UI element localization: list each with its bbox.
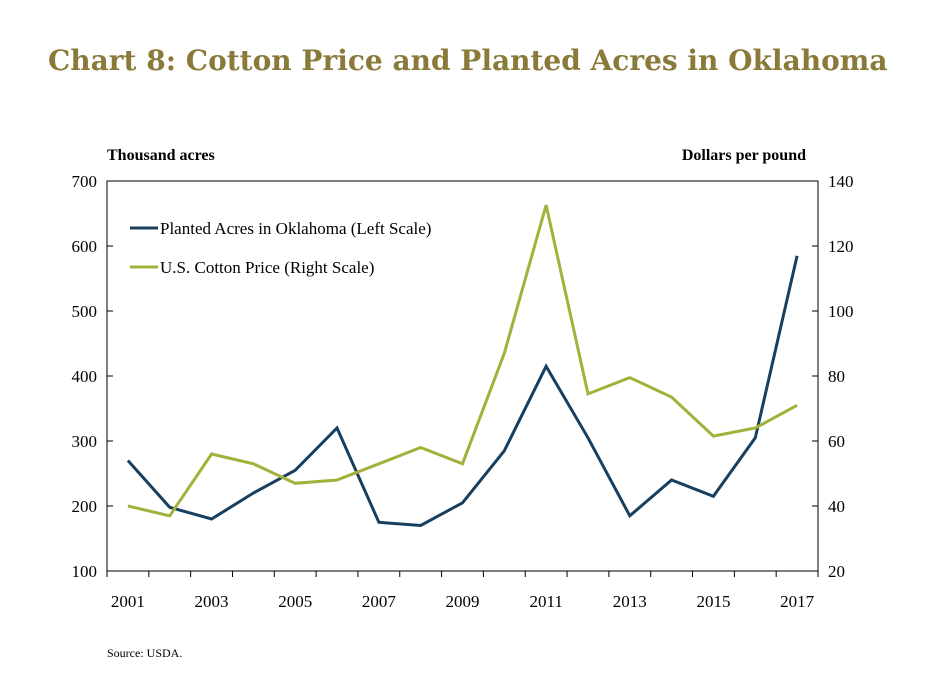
plot-area-frame <box>106 180 819 572</box>
right-tick-label: 20 <box>828 562 845 581</box>
right-tick-label: 140 <box>828 172 854 191</box>
right-tick-label: 80 <box>828 367 845 386</box>
x-tick-label: 2013 <box>613 592 647 611</box>
legend: Planted Acres in Oklahoma (Left Scale) U.… <box>130 219 431 277</box>
left-axis-unit-label: Thousand acres <box>107 147 215 164</box>
x-tick-label: 2001 <box>111 592 145 611</box>
right-tick-label: 120 <box>828 237 854 256</box>
series-line-cotton-price <box>127 204 798 518</box>
left-axis-ticks: 100 200 300 400 500 600 700 <box>72 172 113 581</box>
x-tick-label: 2003 <box>195 592 229 611</box>
left-tick-label: 200 <box>72 497 98 516</box>
source-note: Source: USDA. <box>107 646 183 660</box>
left-tick-label: 700 <box>72 172 98 191</box>
right-axis-ticks: 20 40 60 80 100 120 140 <box>812 172 854 581</box>
x-tick-label: 2017 <box>780 592 815 611</box>
chart-title: Chart 8: Cotton Price and Planted Acres … <box>48 44 888 77</box>
series-layer <box>126 204 799 528</box>
x-tick-label: 2009 <box>446 592 480 611</box>
left-tick-label: 100 <box>72 562 98 581</box>
x-tick-label: 2011 <box>529 592 562 611</box>
x-tick-label: 2005 <box>278 592 312 611</box>
right-tick-label: 40 <box>828 497 845 516</box>
legend-label: U.S. Cotton Price (Right Scale) <box>160 258 374 277</box>
x-axis-ticks: 2001 2003 2005 2007 2009 2011 2013 2015 2017 <box>106 571 819 611</box>
right-tick-label: 100 <box>828 302 854 321</box>
x-tick-label: 2015 <box>696 592 730 611</box>
right-tick-label: 60 <box>828 432 845 451</box>
left-tick-label: 500 <box>72 302 98 321</box>
left-tick-label: 600 <box>72 237 98 256</box>
left-tick-label: 300 <box>72 432 98 451</box>
legend-label: Planted Acres in Oklahoma (Left Scale) <box>160 219 431 238</box>
x-tick-label: 2007 <box>362 592 397 611</box>
series-line-planted-acres <box>126 255 799 528</box>
left-tick-label: 400 <box>72 367 98 386</box>
right-axis-unit-label: Dollars per pound <box>682 147 806 164</box>
